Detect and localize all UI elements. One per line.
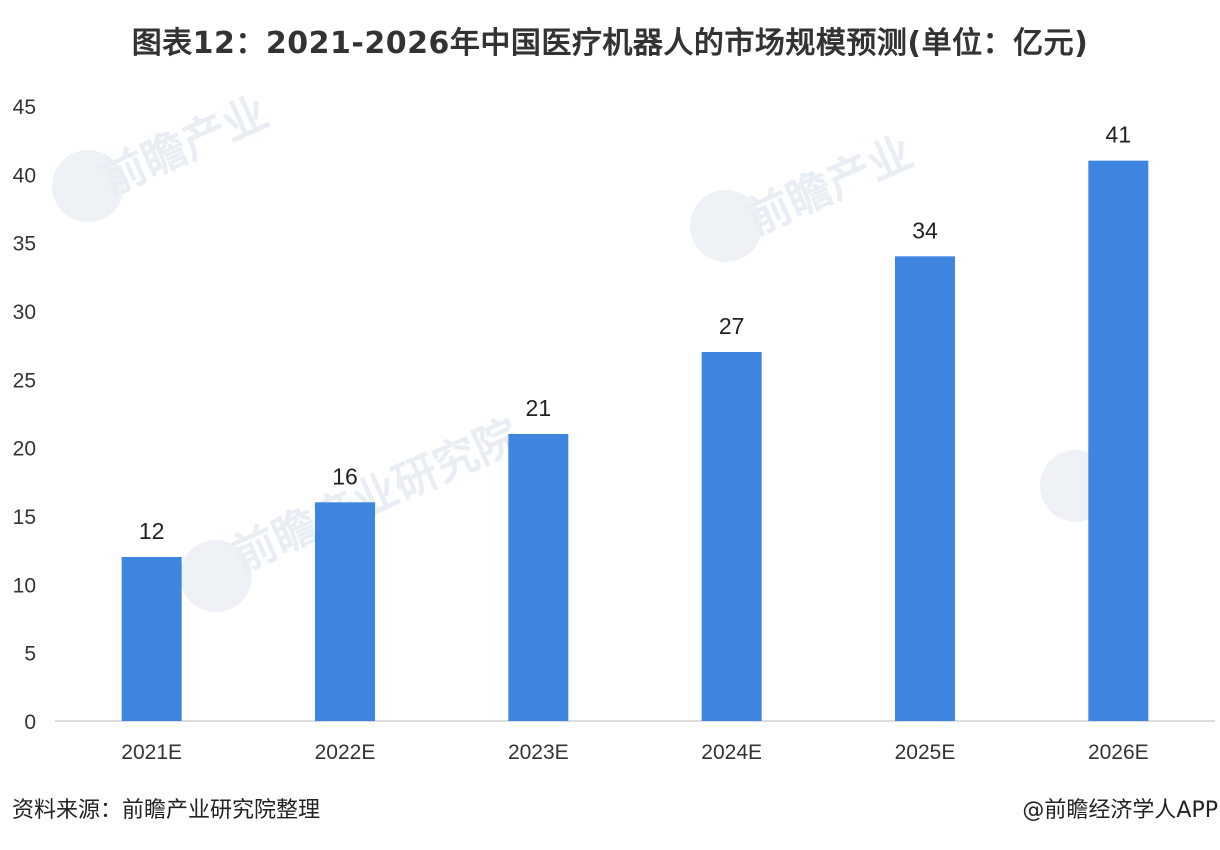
data-label: 34	[912, 217, 938, 243]
data-label: 21	[526, 395, 552, 421]
bar	[121, 557, 182, 721]
bar	[701, 352, 762, 721]
y-tick-label: 20	[13, 438, 36, 461]
y-tick-label: 0	[24, 711, 36, 734]
data-label: 12	[139, 518, 165, 544]
x-tick-label: 2025E	[895, 741, 956, 764]
bar	[1088, 160, 1149, 721]
y-tick-label: 35	[13, 233, 36, 256]
x-tick-label: 2022E	[315, 741, 376, 764]
bar	[315, 502, 375, 721]
data-label: 41	[1106, 122, 1132, 148]
y-tick-label: 40	[13, 164, 36, 187]
data-label: 27	[719, 313, 745, 339]
x-tick-label: 2026E	[1088, 741, 1149, 764]
bar	[895, 256, 955, 721]
y-tick-label: 25	[13, 369, 36, 392]
chart-title: 图表12：2021-2026年中国医疗机器人的市场规模预测(单位：亿元)	[131, 26, 1089, 61]
y-tick-label: 45	[13, 96, 36, 119]
x-tick-label: 2023E	[508, 741, 569, 764]
y-tick-label: 5	[24, 643, 36, 666]
x-tick-label: 2024E	[701, 741, 762, 764]
source-note: 资料来源：前瞻产业研究院整理	[12, 798, 321, 823]
x-tick-label: 2021E	[121, 741, 182, 764]
credit-note: @前瞻经济学人APP	[1022, 798, 1218, 823]
bar-chart: 0 5 10 15 20 25 30 35 40 45 12 2021E 16 2022E 21 2023E 2…	[13, 96, 1215, 764]
data-label: 16	[332, 463, 358, 489]
y-tick-label: 30	[13, 301, 36, 324]
y-tick-label: 15	[13, 506, 36, 529]
bar	[508, 434, 569, 721]
y-tick-label: 10	[13, 574, 36, 597]
